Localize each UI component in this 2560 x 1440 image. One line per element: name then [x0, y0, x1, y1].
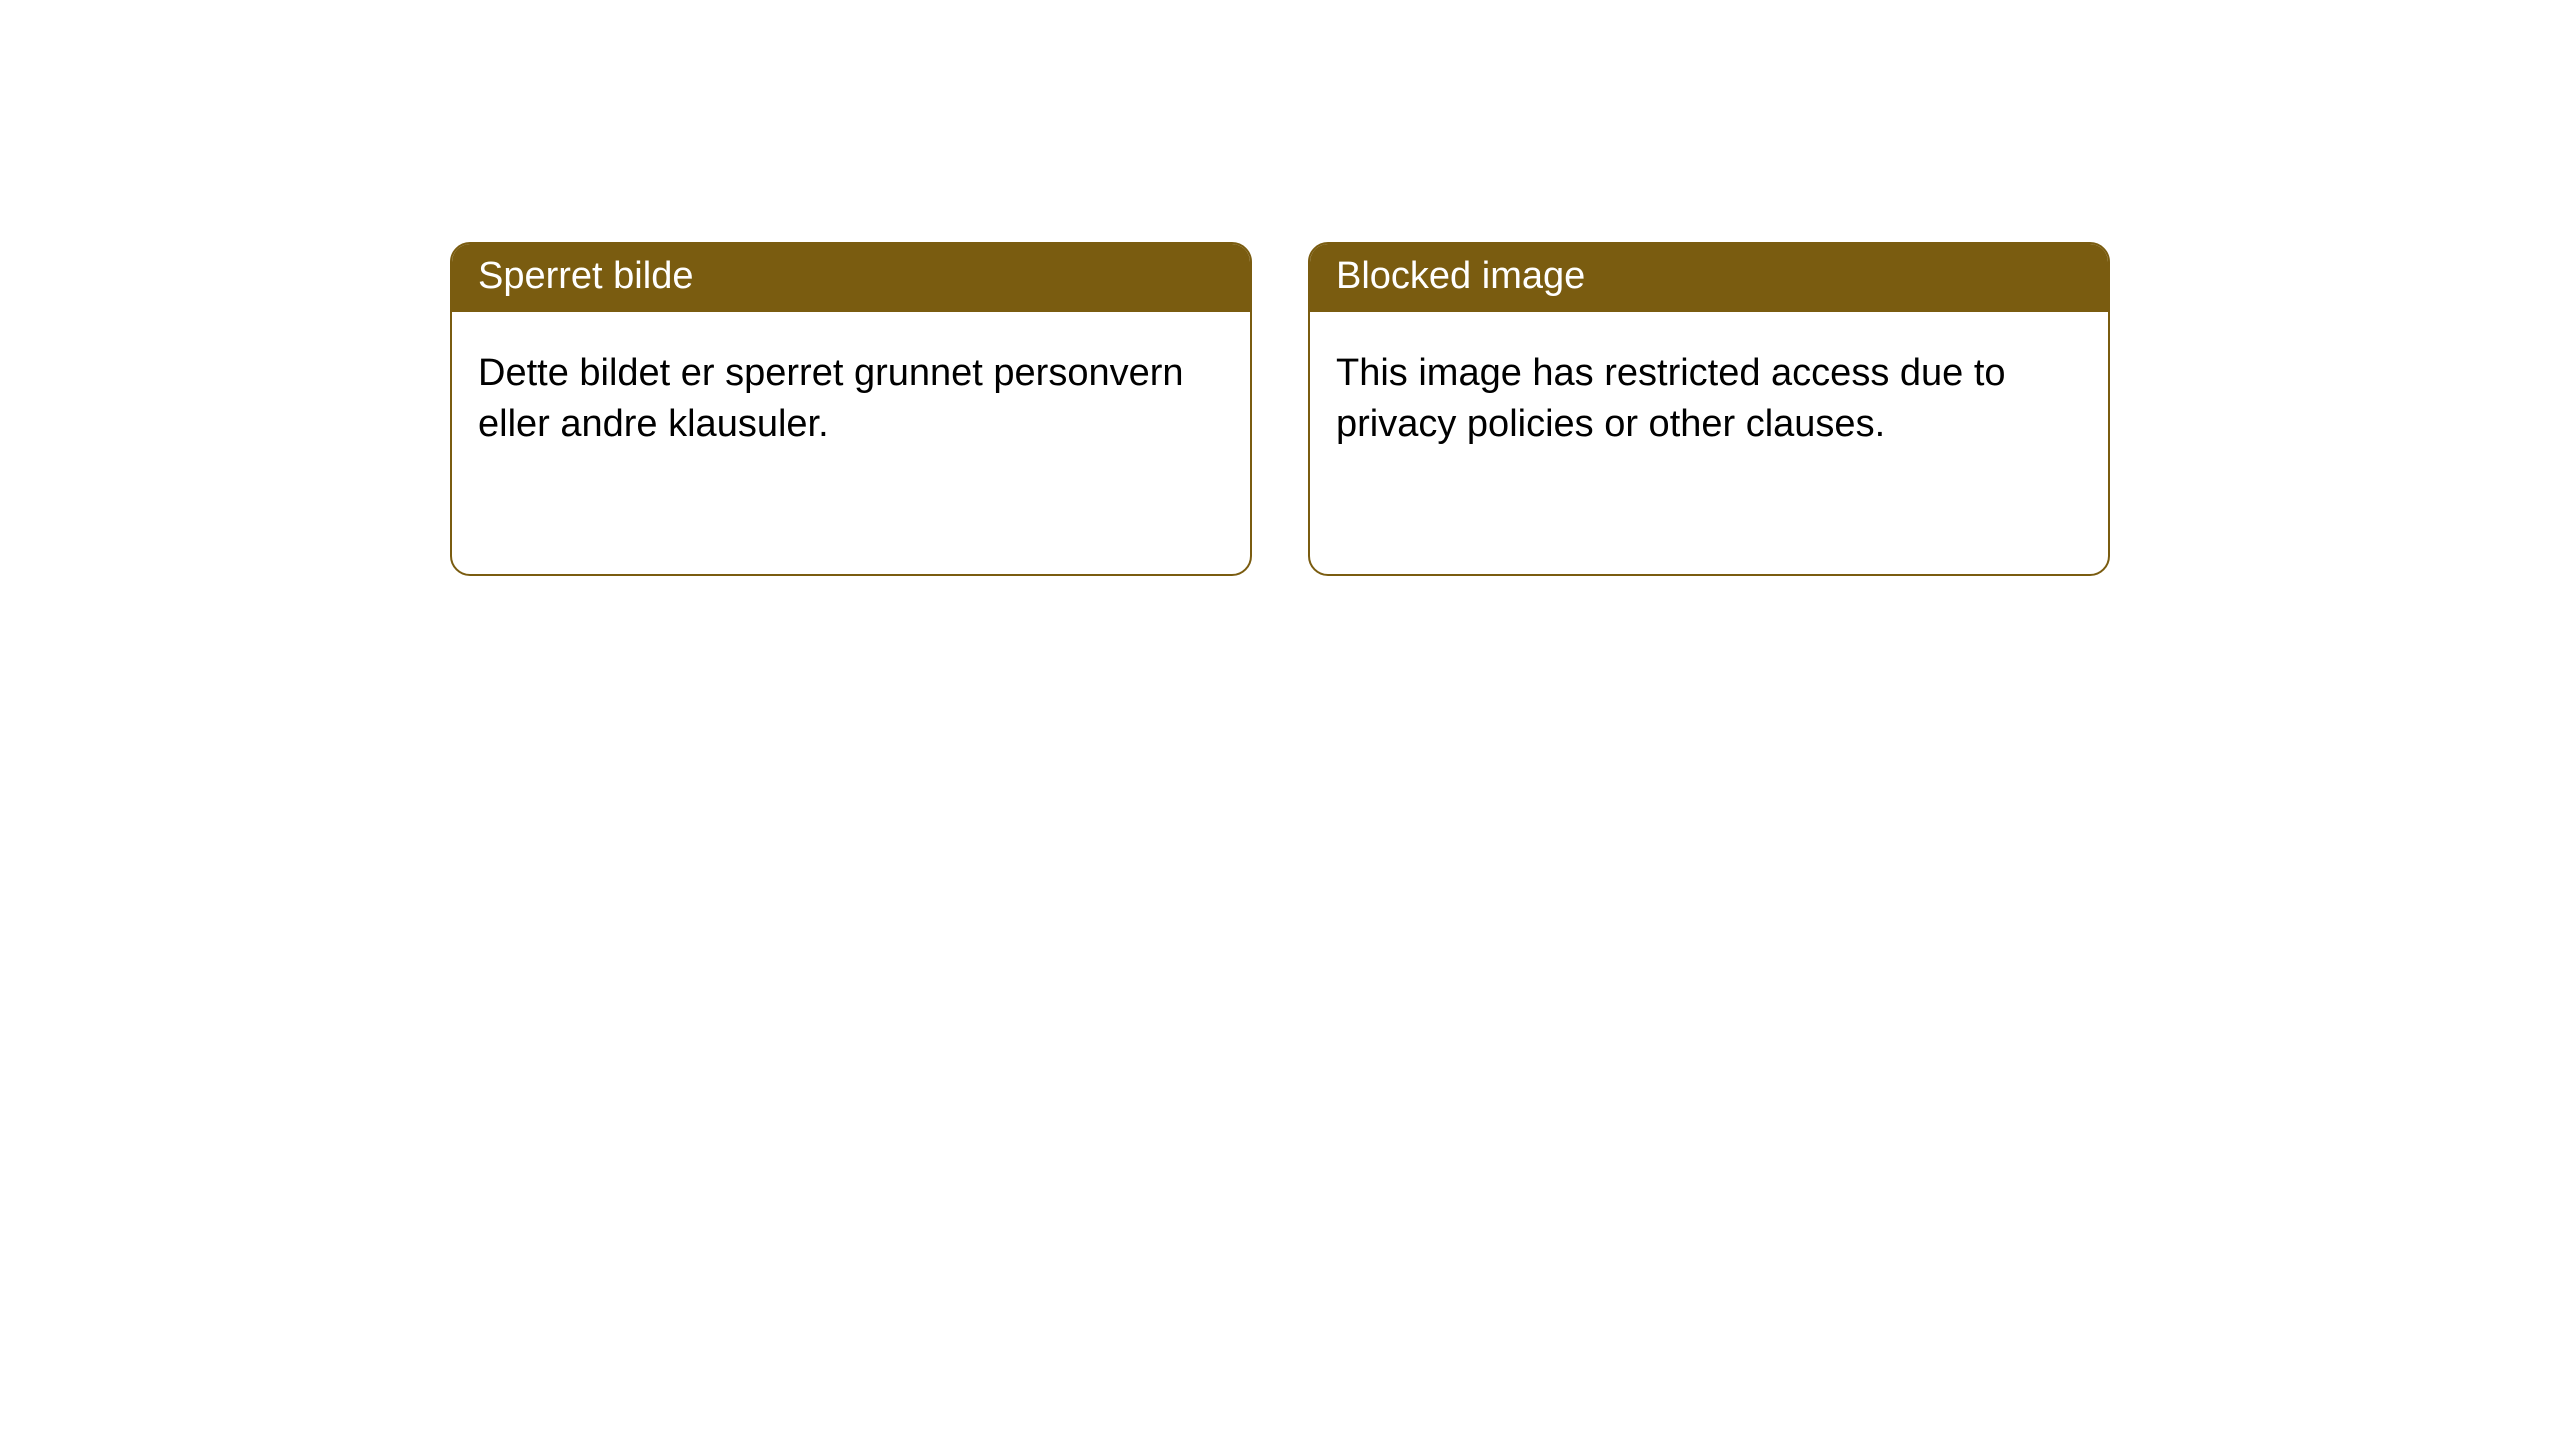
notice-card-title: Blocked image: [1310, 244, 2108, 312]
notice-container: Sperret bilde Dette bildet er sperret gr…: [0, 0, 2560, 576]
notice-card-english: Blocked image This image has restricted …: [1308, 242, 2110, 576]
notice-card-body: This image has restricted access due to …: [1310, 312, 2108, 477]
notice-card-body: Dette bildet er sperret grunnet personve…: [452, 312, 1250, 477]
notice-card-norwegian: Sperret bilde Dette bildet er sperret gr…: [450, 242, 1252, 576]
notice-card-title: Sperret bilde: [452, 244, 1250, 312]
